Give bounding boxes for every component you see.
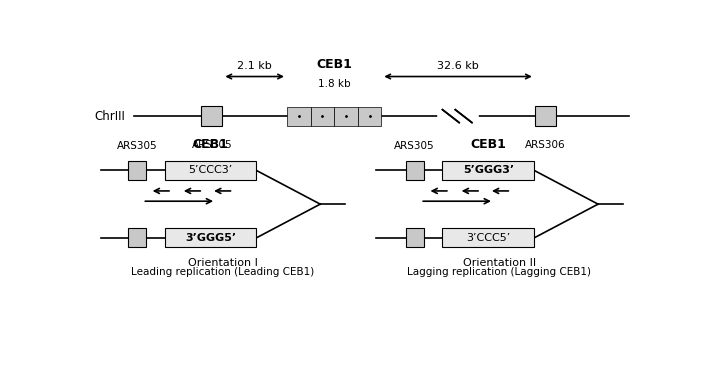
Text: CEB1: CEB1: [316, 58, 352, 71]
Text: ARS305: ARS305: [394, 141, 435, 151]
Bar: [287, 107, 310, 126]
Text: Orientation II: Orientation II: [463, 258, 536, 268]
Text: ChrIII: ChrIII: [95, 110, 125, 123]
Text: 3’CCC5’: 3’CCC5’: [466, 233, 511, 243]
Bar: [165, 228, 257, 247]
Text: ARS305: ARS305: [191, 139, 232, 150]
Bar: [165, 161, 257, 180]
Bar: [406, 161, 424, 180]
Text: Orientation I: Orientation I: [188, 258, 258, 268]
Text: Lagging replication (Lagging CEB1): Lagging replication (Lagging CEB1): [407, 267, 592, 277]
Text: CEB1: CEB1: [470, 138, 506, 151]
Text: 5’GGG3’: 5’GGG3’: [462, 165, 514, 175]
Text: ARS305: ARS305: [117, 141, 157, 151]
Bar: [128, 228, 146, 247]
Bar: [406, 228, 424, 247]
Bar: [334, 107, 358, 126]
Text: ARS306: ARS306: [525, 139, 566, 150]
Text: 3’GGG5’: 3’GGG5’: [185, 233, 236, 243]
Text: 32.6 kb: 32.6 kb: [437, 61, 479, 71]
Bar: [128, 161, 146, 180]
Text: 2.1 kb: 2.1 kb: [237, 61, 272, 71]
Bar: [310, 107, 334, 126]
Text: CEB1: CEB1: [193, 138, 229, 151]
Bar: [201, 106, 222, 126]
Text: 5’CCC3’: 5’CCC3’: [189, 165, 232, 175]
Text: 1.8 kb: 1.8 kb: [318, 80, 351, 90]
Bar: [358, 107, 381, 126]
Bar: [442, 228, 534, 247]
Text: Leading replication (Leading CEB1): Leading replication (Leading CEB1): [131, 267, 315, 277]
Bar: [442, 161, 534, 180]
Bar: [535, 106, 556, 126]
